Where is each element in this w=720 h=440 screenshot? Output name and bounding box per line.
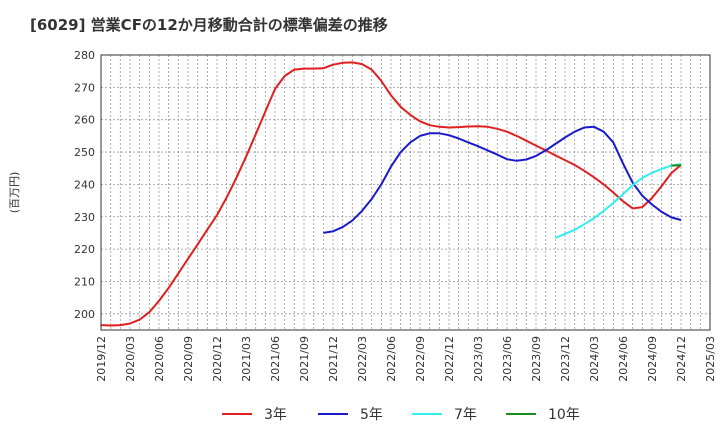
x-tick-label: 2021/12 [327, 336, 340, 382]
y-tick-label: 200 [74, 308, 95, 321]
x-tick-label: 2020/03 [124, 336, 137, 382]
x-tick-label: 2022/06 [385, 336, 398, 382]
series-line-5年 [323, 125, 682, 234]
x-tick-label: 2022/03 [356, 336, 369, 382]
series-lines [100, 61, 682, 327]
x-tick-label: 2021/03 [240, 336, 253, 382]
x-tick-label: 2019/12 [95, 336, 108, 382]
series-line-3年 [100, 61, 682, 327]
y-tick-label: 270 [74, 81, 95, 94]
x-tick-label: 2024/12 [675, 336, 688, 382]
y-tick-label: 220 [74, 243, 95, 256]
x-tick-label: 2024/09 [646, 336, 659, 382]
x-tick-label: 2020/12 [211, 336, 224, 382]
x-tick-labels: 2019/12 2020/03 2020/06 2020/09 2020/12 2021/… [95, 336, 717, 382]
x-tick-label: 2024/03 [588, 336, 601, 382]
x-tick-label: 2020/09 [182, 336, 195, 382]
y-tick-label: 210 [74, 275, 95, 288]
plot-frame [100, 54, 711, 331]
y-tick-label: 240 [74, 178, 95, 191]
y-tick-label: 250 [74, 146, 95, 159]
chart-title: [6029] 営業CFの12か月移動合計の標準偏差の推移 [30, 16, 388, 34]
x-tick-label: 2022/09 [414, 336, 427, 382]
y-tick-labels: 200 210 220 230 240 250 260 270 280 [74, 49, 95, 321]
legend-label: 5年 [360, 407, 383, 423]
y-axis-label: (百万円) [8, 172, 21, 214]
series-line-7年 [554, 163, 682, 239]
y-tick-label: 230 [74, 211, 95, 224]
legend-item-5年: 5年 [318, 407, 383, 423]
x-tick-label: 2021/09 [298, 336, 311, 382]
x-tick-label: 2020/06 [153, 336, 166, 382]
x-tick-label: 2023/03 [472, 336, 485, 382]
x-tick-label: 2023/09 [530, 336, 543, 382]
legend-item-10年: 10年 [506, 407, 580, 423]
x-tick-label: 2023/12 [559, 336, 572, 382]
legend: 3年 5年 7年 10年 [222, 407, 580, 423]
x-tick-label: 2021/06 [269, 336, 282, 382]
y-tick-label: 280 [74, 49, 95, 62]
x-tick-label: 2022/12 [443, 336, 456, 382]
gridlines [101, 54, 710, 330]
legend-label: 10年 [548, 407, 580, 423]
legend-label: 3年 [264, 407, 287, 423]
y-tick-label: 260 [74, 114, 95, 127]
x-tick-label: 2025/03 [704, 336, 717, 382]
legend-item-7年: 7年 [412, 407, 477, 423]
x-tick-label: 2023/06 [501, 336, 514, 382]
legend-label: 7年 [454, 407, 477, 423]
x-tick-label: 2024/06 [617, 336, 630, 382]
legend-item-3年: 3年 [222, 407, 287, 423]
